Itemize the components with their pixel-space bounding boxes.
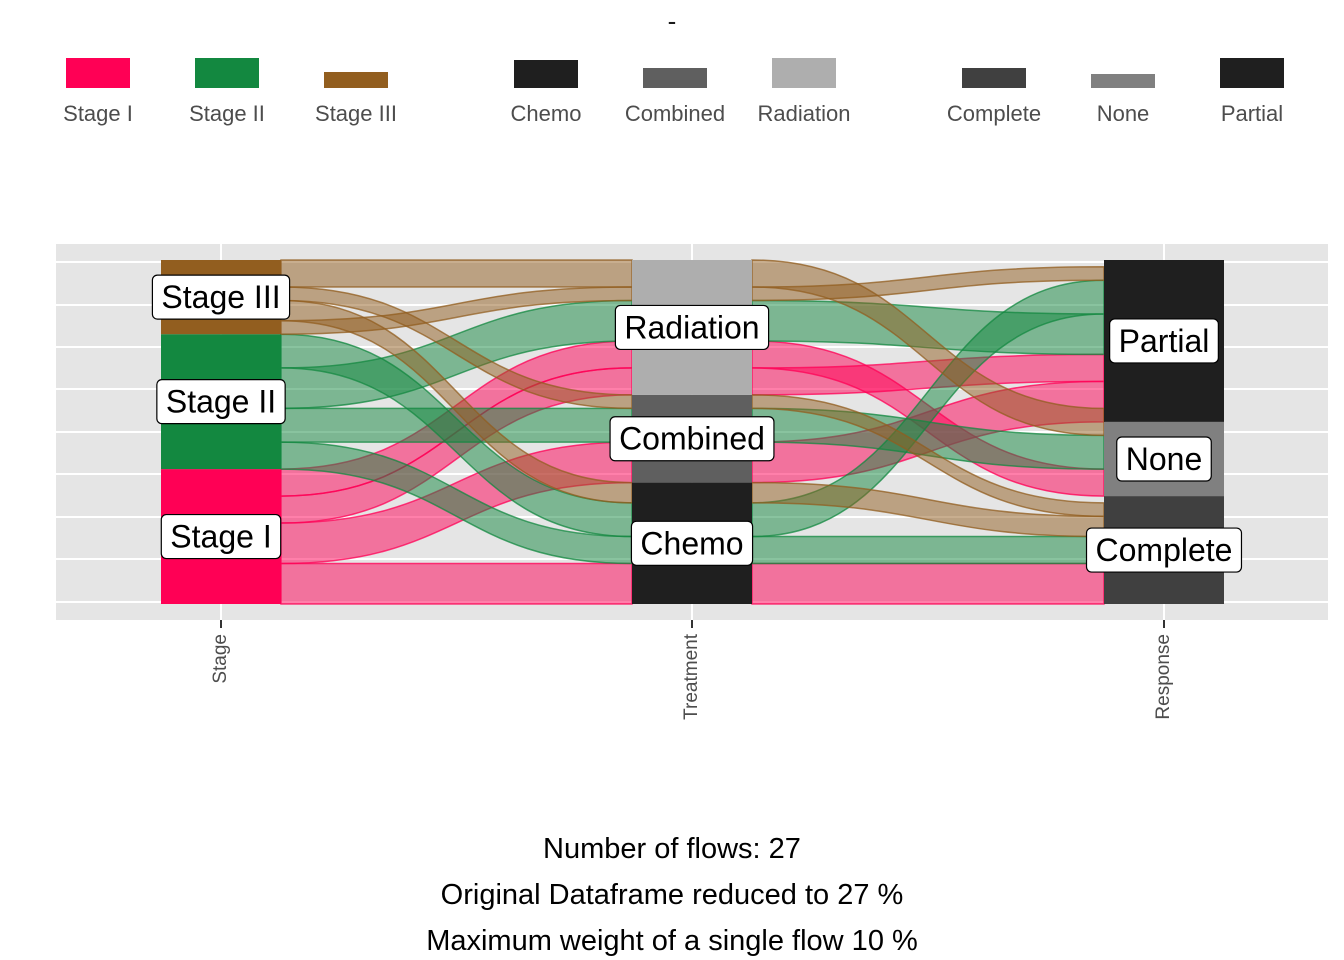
caption-line-3: Maximum weight of a single flow 10 % (426, 925, 918, 957)
flow-0-stage-i (280, 562, 633, 605)
legend-label-partial: Partial (1221, 101, 1283, 126)
legend-swatch-stage-ii (195, 58, 259, 88)
node-label-box (151, 274, 291, 320)
node-label-box (630, 520, 754, 566)
legend-label-stage-i: Stage I (63, 101, 133, 126)
legend-label-combined: Combined (625, 101, 725, 126)
node-label-box (609, 416, 775, 462)
node-label-stage-ii: Stage II (156, 379, 286, 425)
legend-label-none: None (1097, 101, 1150, 126)
x-tick-label-treatment: Treatment (681, 633, 702, 720)
flow-4-stage-ii (751, 535, 1105, 565)
legend-label-chemo: Chemo (511, 101, 582, 126)
legend-swatch-stage-iii (324, 72, 388, 88)
node-label-text: Stage I (170, 519, 271, 555)
node-label-chemo: Chemo (630, 520, 754, 566)
node-label-combined: Combined (609, 416, 775, 462)
node-label-text: Stage II (166, 384, 276, 420)
x-axis: Stage Treatment Response (210, 620, 1174, 720)
legend-label-stage-ii: Stage II (189, 101, 265, 126)
legend-label-stage-iii: Stage III (315, 101, 397, 126)
node-label-stage-i: Stage I (160, 513, 282, 560)
legend-swatch-radiation (772, 58, 836, 88)
x-tick-label-response: Response (1153, 634, 1174, 720)
legend-swatch-stage-i (66, 58, 130, 88)
node-label-text: Radiation (624, 309, 759, 345)
node-label-box (1109, 318, 1219, 364)
legend-swatch-combined (643, 68, 707, 88)
node-label-stage-iii: Stage III (151, 274, 291, 320)
captions: Number of flows: 27 Original Dataframe re… (426, 833, 918, 957)
node-label-text: Partial (1119, 323, 1210, 359)
flow-11-stage-iii (280, 259, 633, 288)
node-label-complete: Complete (1085, 527, 1243, 573)
legend: Stage I Stage II Stage III Chemo Combined Rad… (63, 58, 1284, 126)
node-label-text: Chemo (640, 525, 743, 561)
x-tick-label-stage: Stage (210, 634, 231, 684)
node-labels: Stage I Stage II Stage III Chemo Combined Rad… (151, 274, 1243, 573)
chart-title: - (668, 6, 677, 36)
legend-label-radiation: Radiation (758, 101, 851, 126)
node-label-box (614, 304, 770, 351)
node-label-text: None (1126, 441, 1203, 477)
flow-0-stage-i (751, 562, 1105, 605)
legend-swatch-chemo (514, 60, 578, 88)
node-label-none: None (1116, 436, 1212, 482)
flows (280, 259, 1105, 605)
node-label-box (160, 513, 282, 560)
legend-label-complete: Complete (947, 101, 1041, 126)
node-label-partial: Partial (1109, 318, 1219, 364)
node-label-text: Combined (619, 421, 765, 457)
node-label-text: Stage III (161, 279, 280, 315)
node-label-box (156, 379, 286, 425)
legend-swatch-complete (962, 68, 1026, 88)
node-label-box (1085, 527, 1243, 573)
legend-swatch-none (1091, 74, 1155, 88)
legend-swatch-partial (1220, 58, 1284, 88)
caption-line-2: Original Dataframe reduced to 27 % (441, 879, 904, 911)
node-label-box (1116, 436, 1212, 482)
caption-line-1: Number of flows: 27 (543, 833, 801, 865)
node-label-radiation: Radiation (614, 304, 770, 351)
node-label-text: Complete (1096, 532, 1233, 568)
